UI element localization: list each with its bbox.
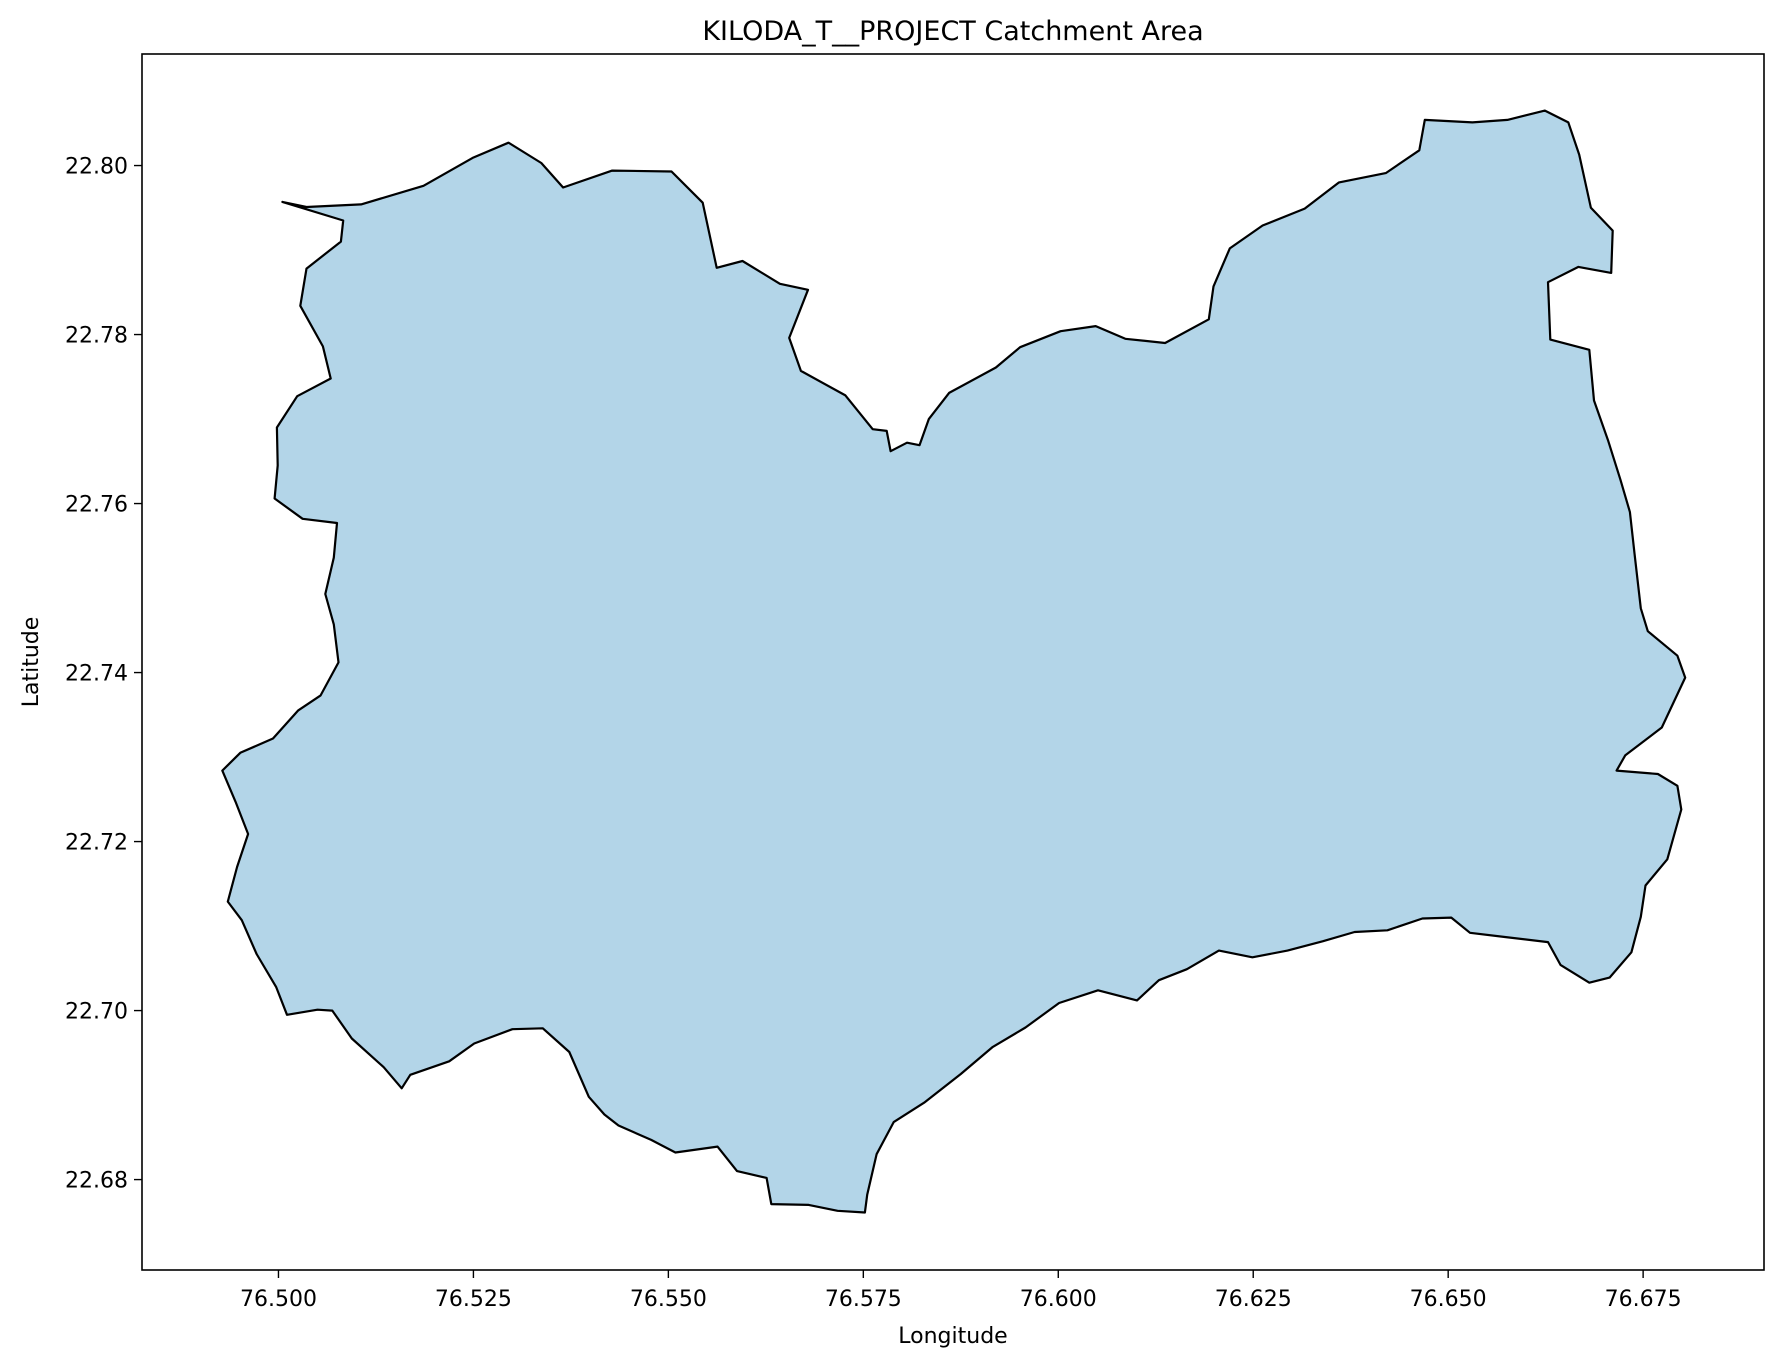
x-tick-label: 76.550 [630,1287,707,1312]
x-axis-label: Longitude [898,1324,1007,1349]
y-axis: 22.68 22.70 22.72 22.74 22.76 22.78 22.80 [65,155,142,1194]
y-tick-label: 22.68 [65,1169,128,1194]
y-axis-label: Latitude [19,617,44,708]
y-tick-label: 22.80 [65,155,128,180]
x-tick-label: 76.575 [825,1287,902,1312]
y-tick-label: 22.74 [65,662,128,687]
catchment-polygon [221,109,1687,1214]
y-tick-label: 22.76 [65,493,128,518]
y-tick-label: 22.70 [65,1000,128,1025]
x-tick-label: 76.525 [435,1287,512,1312]
x-tick-label: 76.600 [1020,1287,1097,1312]
x-tick-label: 76.625 [1215,1287,1292,1312]
x-tick-label: 76.500 [240,1287,317,1312]
axes-frame [141,53,1765,1271]
x-axis: 76.500 76.525 76.550 76.575 76.600 76.625 76.6… [240,1270,1682,1312]
y-tick-label: 22.78 [65,324,128,349]
chart-title: KILODA_T__PROJECT Catchment Area [702,16,1203,47]
x-tick-label: 76.675 [1605,1287,1682,1312]
y-tick-label: 22.72 [65,831,128,856]
x-tick-label: 76.650 [1410,1287,1487,1312]
catchment-layer [221,109,1687,1214]
